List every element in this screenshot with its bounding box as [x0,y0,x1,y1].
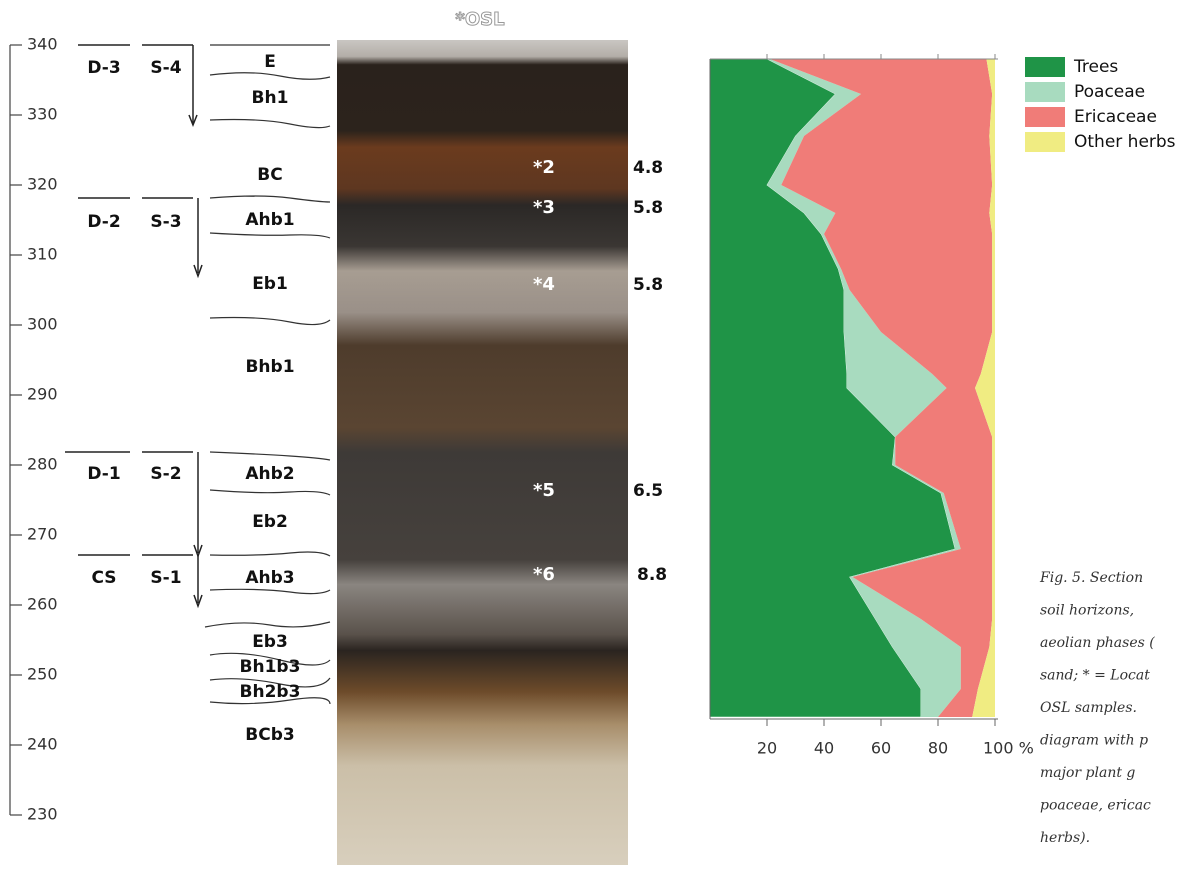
osl-age: 4.8 [633,158,663,178]
x-tick-label: 80 [928,739,948,758]
depositional-unit: CS [91,568,116,588]
caption-line: major plant g [1040,765,1135,781]
legend-swatch [1025,82,1065,102]
horizon-label: Ahb3 [245,568,294,588]
x-tick-label: 40 [814,739,834,758]
soil-unit: S-3 [150,212,181,232]
horizon-label: Bhb1 [245,357,294,377]
legend-label: Poaceae [1074,82,1145,102]
osl-age: 6.5 [633,481,663,501]
osl-age: 5.8 [633,198,663,218]
depositional-unit: D-3 [87,58,120,78]
x-tick-label: 60 [871,739,891,758]
horizon-label: Ahb1 [245,210,294,230]
horizon-label: Eb3 [252,632,288,652]
horizon-label: Bh1 [252,88,289,108]
x-tick-label: 20 [757,739,777,758]
osl-age: 5.8 [633,275,663,295]
soil-unit: S-2 [150,464,181,484]
legend-swatch [1025,132,1065,152]
depth-tick-label: 320 [27,175,58,194]
depth-tick-label: 270 [27,525,58,544]
legend-swatch [1025,107,1065,127]
legend-label: Trees [1073,57,1118,77]
depth-tick-label: 280 [27,455,58,474]
horizon-label: Bh2b3 [240,682,301,702]
depth-tick-label: 330 [27,105,58,124]
depositional-unit: D-1 [87,464,120,484]
soil-photo [337,40,628,865]
depth-tick-label: 230 [27,805,58,824]
soil-unit: S-1 [150,568,181,588]
caption-line: soil horizons, [1040,603,1134,619]
osl-age: 8.8 [637,565,667,585]
caption-line: diagram with p [1040,733,1148,749]
horizon-label: BCb3 [245,725,294,745]
osl-sample: *6 [533,564,555,585]
horizon-label: Eb1 [252,274,288,294]
depth-tick-label: 240 [27,735,58,754]
depth-tick-label: 310 [27,245,58,264]
osl-sample: *2 [533,157,555,178]
x-tick-label: 100 % [983,739,1034,758]
osl-sample: *4 [533,274,555,295]
caption-line: sand; * = Locat [1040,668,1150,684]
caption-line: aeolian phases ( [1040,635,1155,651]
depth-tick-label: 250 [27,665,58,684]
figure: *OSL 340 330 320 310 300 290 280 270 260 250 240 23… [0,0,1199,865]
caption-line: Fig. 5. Section [1039,570,1143,586]
horizon-label: E [264,52,276,72]
depth-tick-label: 300 [27,315,58,334]
horizon-label: BC [257,165,282,185]
legend-swatch [1025,57,1065,77]
legend-label: Ericaceae [1074,107,1157,127]
osl-title: *OSL [455,9,504,30]
caption-line: herbs). [1040,830,1090,846]
depth-tick-label: 340 [27,35,58,54]
horizon-label: Ahb2 [245,464,294,484]
horizon-label: Eb2 [252,512,288,532]
caption-line: poaceae, ericac [1040,798,1151,814]
osl-sample: *5 [533,480,555,501]
legend-label: Other herbs [1074,132,1176,152]
osl-sample: *3 [533,197,555,218]
horizon-label: Bh1b3 [240,657,301,677]
depositional-unit: D-2 [87,212,120,232]
depth-tick-label: 290 [27,385,58,404]
soil-unit: S-4 [150,58,181,78]
depth-tick-label: 260 [27,595,58,614]
caption-line: OSL samples. [1040,700,1137,716]
unit-lines [65,45,202,606]
